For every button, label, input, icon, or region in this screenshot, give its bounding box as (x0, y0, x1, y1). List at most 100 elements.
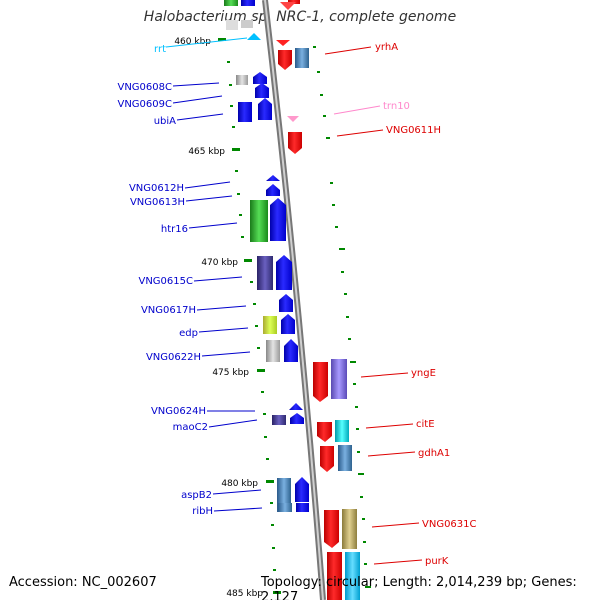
feature-purK-sky (345, 552, 360, 600)
right-gene-labels: yrhA trn10 VNG0611H yngE citE gdhA1 VNG0… (375, 42, 477, 567)
feature-gdhA1 (320, 446, 334, 472)
gene-label-aspB2: aspB2 (181, 490, 212, 501)
feature-yrhA-small (276, 40, 290, 46)
feature-VNG0617H (279, 294, 293, 312)
connector-VNG0612H (184, 181, 231, 189)
left-gene-labels: rrt VNG0608C VNG0609C ubiA VNG0612H VNG0… (117, 44, 213, 517)
feature-VNG0631C (324, 510, 339, 548)
connector-VNG0622H (201, 351, 251, 357)
gene-label-htr16: htr16 (161, 224, 188, 235)
connector-edp (198, 327, 249, 333)
map-title: Halobacterium sp. NRC-1, complete genome (143, 9, 457, 25)
gene-label-ubiA: ubiA (154, 116, 176, 127)
feature-edp-arrow (281, 314, 295, 334)
connector-gdhA1 (367, 451, 416, 457)
genome-backbone (262, 0, 326, 600)
feature-top-blue (241, 0, 255, 6)
feature-top-green (224, 0, 238, 6)
connector-trn10 (333, 105, 381, 115)
gene-label-citE: citE (416, 419, 435, 430)
kbp-label-470: 470 kbp (201, 258, 238, 268)
gene-label-VNG0608C: VNG0608C (117, 82, 172, 93)
right-label-connectors (324, 46, 423, 565)
minor-ticks-right (313, 46, 371, 588)
gene-label-edp: edp (179, 328, 198, 339)
feature-purK (327, 552, 342, 600)
feature-VNG0624H (289, 403, 303, 410)
feature-citE-cyan (335, 420, 349, 442)
gene-label-maoC2: maoC2 (173, 422, 208, 433)
gene-label-VNG0631C: VNG0631C (422, 519, 477, 530)
feature-ubiA (258, 98, 272, 120)
feature-ribH-blue (296, 503, 309, 512)
kbp-labels: 460 kbp 465 kbp 470 kbp 475 kbp 480 kbp … (174, 37, 263, 599)
connector-VNG0613H (185, 195, 233, 202)
kbp-label-480: 480 kbp (221, 479, 258, 489)
connector-VNG0609C (172, 95, 223, 104)
feature-VNG0612H (266, 175, 280, 181)
kbp-tick-460 (218, 38, 226, 41)
feature-yngE-lav (331, 359, 347, 399)
feature-VNG0631C-khaki (342, 509, 357, 549)
feature-maoC2 (272, 415, 286, 425)
feature-aspB2-arrow (295, 477, 309, 502)
feature-VNG0622H (266, 340, 280, 362)
gene-label-VNG0615C: VNG0615C (138, 276, 193, 287)
feature-VNG0608C-gray (236, 75, 248, 85)
connector-VNG0611H (336, 129, 384, 137)
feature-top-lightgray (241, 20, 253, 28)
feature-top-gray (226, 20, 238, 30)
gene-label-ribH: ribH (192, 506, 213, 517)
connector-rrt (165, 37, 248, 48)
feature-yrhA-steel (295, 48, 309, 68)
feature-VNG0608C (253, 72, 267, 84)
connector-ubiA (176, 113, 224, 121)
kbp-tick-480 (266, 480, 274, 483)
feature-maoC2-arrow (290, 413, 304, 424)
gene-label-VNG0622H: VNG0622H (146, 352, 201, 363)
gene-label-VNG0611H: VNG0611H (386, 125, 441, 136)
kbp-tick-465 (232, 148, 240, 151)
topology-text: Topology: circular; Length: 2,014,239 bp… (261, 575, 577, 600)
gene-label-VNG0609C: VNG0609C (117, 99, 172, 110)
feature-VNG0615C (257, 256, 273, 290)
gene-label-trn10: trn10 (383, 101, 410, 112)
gene-label-yrhA: yrhA (375, 42, 398, 53)
kbp-label-465: 465 kbp (188, 147, 225, 157)
gene-label-VNG0613H: VNG0613H (130, 197, 185, 208)
kbp-scale (218, 38, 281, 594)
connector-purK (373, 559, 423, 565)
feature-yngE (313, 362, 328, 402)
feature-ubiA-left (238, 102, 252, 122)
connector-ribH (213, 507, 263, 512)
kbp-label-460: 460 kbp (174, 37, 211, 47)
feature-VNG0613H (266, 184, 280, 196)
connector-VNG0608C (172, 82, 220, 87)
connector-citE (365, 423, 414, 429)
kbp-tick-475 (257, 369, 265, 372)
connector-aspB2 (212, 489, 262, 495)
gene-label-VNG0617H: VNG0617H (141, 305, 196, 316)
feature-edp (263, 316, 277, 334)
feature-VNG0622H-arrow (284, 339, 298, 362)
feature-gdhA1-steel (338, 445, 352, 471)
gene-label-yngE: yngE (411, 368, 436, 379)
connector-maoC2 (208, 419, 258, 428)
feature-htr16 (250, 200, 268, 242)
feature-trn10 (287, 116, 299, 122)
feature-ribH (278, 503, 292, 512)
kbp-tick-485 (273, 591, 281, 594)
gene-label-VNG0624H: VNG0624H (151, 406, 206, 417)
kbp-label-475: 475 kbp (212, 368, 249, 378)
feature-yrhA (278, 50, 292, 70)
kbp-tick-470 (244, 259, 252, 262)
connector-yrhA (324, 46, 372, 55)
gene-label-purK: purK (425, 556, 449, 567)
accession-text: Accession: NC_002607 (9, 575, 157, 590)
connector-yngE (360, 372, 409, 378)
feature-top-red-arrow (280, 2, 296, 10)
gene-label-rrt: rrt (154, 44, 166, 55)
feature-rrt (247, 33, 261, 40)
genome-backbone-highlight (264, 0, 324, 600)
